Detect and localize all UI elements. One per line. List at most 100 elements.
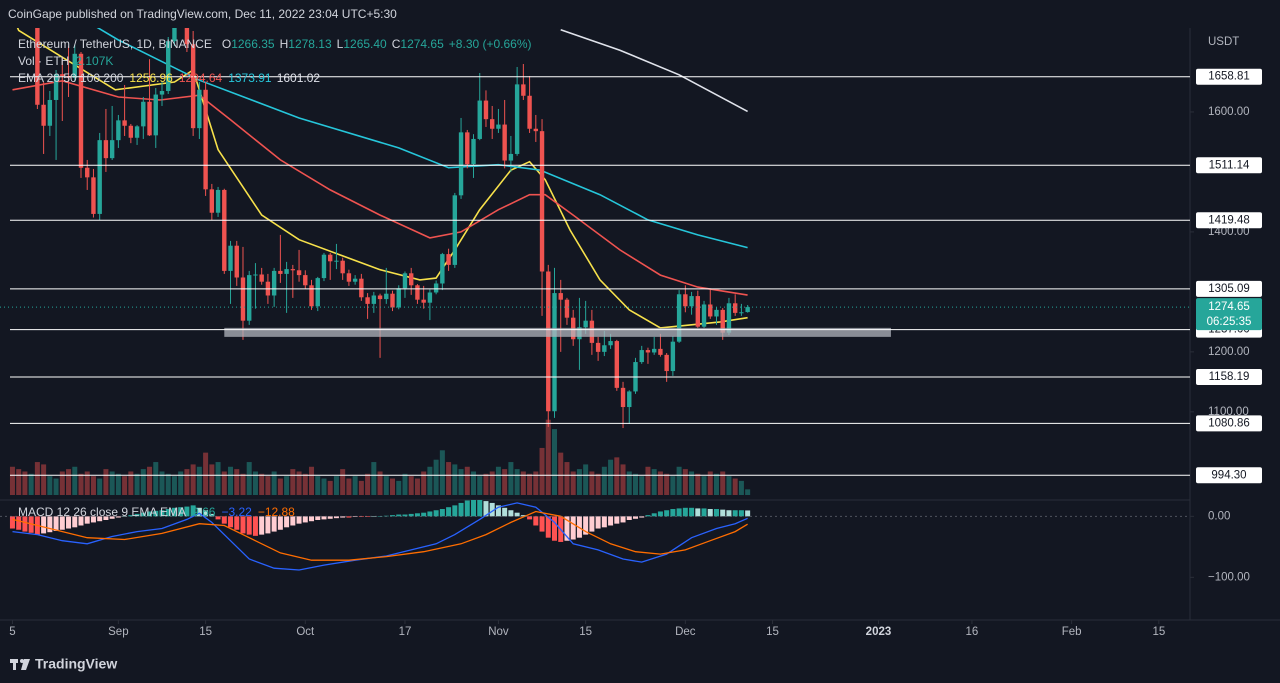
volume-bar: [78, 473, 84, 495]
histogram-bar: [196, 507, 202, 517]
candle-body: [159, 90, 165, 95]
histogram-bar: [738, 510, 744, 517]
volume-bar: [564, 462, 570, 495]
volume-bar: [215, 462, 221, 495]
histogram-bar: [277, 516, 283, 530]
histogram-bar: [589, 516, 595, 532]
histogram-bar: [489, 502, 495, 517]
candle-body: [91, 177, 96, 214]
histogram-bar: [321, 516, 327, 520]
volume-bar: [240, 473, 246, 495]
histogram-bar: [346, 516, 352, 518]
candle-body: [240, 277, 246, 321]
volume-bar: [147, 466, 153, 495]
histogram-bar: [676, 508, 682, 517]
level-label: 1511.14: [1209, 159, 1250, 171]
histogram-bar: [483, 501, 489, 517]
histogram-bar: [713, 509, 719, 517]
histogram-bar: [471, 500, 477, 517]
candle-body: [695, 296, 701, 327]
histogram-bar: [695, 508, 701, 517]
macd-value: −12.88: [258, 505, 295, 519]
candle-body: [72, 53, 77, 78]
countdown-label: 06:25:35: [1207, 316, 1252, 328]
histogram-bar: [477, 500, 483, 517]
histogram-bar: [664, 510, 670, 517]
candle-body: [458, 132, 464, 196]
histogram-bar: [122, 516, 128, 517]
histogram-bar: [215, 516, 221, 520]
histogram-bar: [290, 516, 296, 526]
x-tick-label: 16: [966, 626, 979, 638]
x-tick-label: 2023: [866, 626, 892, 638]
histogram-bar: [520, 515, 526, 517]
candle-body: [720, 309, 725, 333]
ohlc-key: H: [280, 37, 289, 51]
volume-bar: [452, 464, 458, 495]
candle-body: [47, 99, 53, 126]
histogram-bar: [433, 510, 439, 517]
y-tick-label: 0.00: [1208, 510, 1230, 522]
volume-bar: [171, 476, 177, 495]
volume-bar: [115, 473, 121, 495]
histogram-bar: [620, 516, 626, 523]
x-tick-label: Oct: [296, 626, 315, 638]
candle-body: [340, 260, 345, 274]
candle-body: [134, 126, 140, 138]
ema-value: 1256.96: [129, 71, 173, 85]
volume-bar: [84, 471, 90, 495]
volume-bar: [90, 476, 96, 495]
volume-bar: [333, 476, 339, 495]
candle-body: [303, 275, 308, 286]
candle-body: [552, 293, 557, 412]
candle-body: [514, 84, 520, 154]
x-tick-label: 17: [399, 626, 412, 638]
histogram-bar: [371, 516, 377, 517]
candle-body: [166, 41, 171, 91]
candle-body: [253, 274, 258, 276]
candle-body: [670, 341, 676, 372]
histogram-bar: [178, 507, 184, 517]
candle-body: [714, 309, 719, 317]
candle-body: [415, 285, 420, 300]
candle-body: [583, 320, 588, 328]
volume-bar: [66, 469, 72, 495]
volume-bar: [134, 473, 140, 495]
candle-body: [614, 341, 620, 388]
volume-bar: [533, 471, 539, 495]
volume-bar: [358, 480, 364, 495]
candle-body: [739, 312, 744, 314]
histogram-bar: [564, 516, 570, 541]
change: +8.30 (+0.66%): [449, 37, 532, 51]
volume-bar: [9, 466, 15, 495]
candle-body: [465, 132, 470, 165]
legend: EMA 20 50 100 200 1256.96 1294.64 1373.91 16…: [18, 71, 320, 85]
histogram-bar: [745, 510, 751, 517]
histogram-bar: [402, 514, 408, 517]
candle-body: [141, 101, 146, 127]
histogram-bar: [632, 516, 638, 519]
histogram-bar: [626, 516, 632, 520]
candle-body: [259, 274, 264, 282]
x-tick-label: 15: [199, 626, 212, 638]
histogram-bar: [340, 516, 346, 518]
candle-body: [683, 294, 688, 307]
candle-body: [595, 342, 601, 352]
histogram-bar: [159, 510, 165, 517]
candle-body: [689, 296, 694, 307]
candle-body: [658, 348, 663, 355]
macd-pane: [9, 500, 751, 571]
level-label: 1158.19: [1209, 371, 1250, 383]
volume-bar: [626, 471, 632, 495]
candle-body: [446, 254, 451, 265]
histogram-bar: [209, 513, 215, 517]
histogram-bar: [421, 512, 427, 517]
volume-bar: [340, 469, 346, 495]
level-label: 1658.81: [1208, 71, 1250, 83]
volume-bar: [471, 471, 477, 495]
candle-body: [365, 297, 370, 304]
volume-bar: [639, 476, 645, 495]
histogram-bar: [228, 516, 234, 528]
volume-bar: [53, 478, 59, 495]
